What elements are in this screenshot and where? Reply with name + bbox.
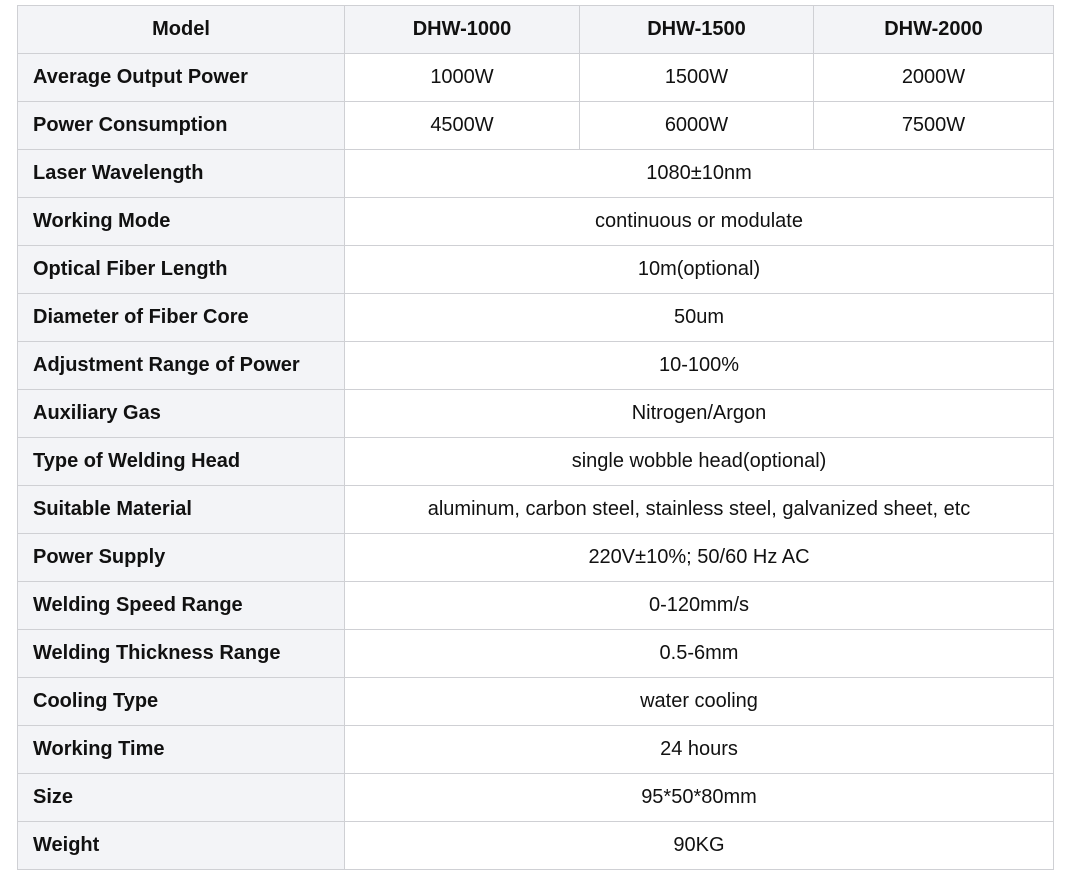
cell-value: 7500W [813,101,1054,150]
table-row: Adjustment Range of Power 10-100% [17,341,1054,390]
row-label: Cooling Type [17,677,345,726]
cell-value: Nitrogen/Argon [344,389,1054,438]
row-label: Power Consumption [17,101,345,150]
cell-value: 0.5-6mm [344,629,1054,678]
cell-value: 1000W [344,53,580,102]
table-row: Working Time 24 hours [17,725,1054,774]
table-row: Auxiliary Gas Nitrogen/Argon [17,389,1054,438]
row-label: Optical Fiber Length [17,245,345,294]
cell-value: aluminum, carbon steel, stainless steel,… [344,485,1054,534]
cell-value: 1500W [579,53,814,102]
row-label: Welding Speed Range [17,581,345,630]
table-row: Size 95*50*80mm [17,773,1054,822]
row-label: Suitable Material [17,485,345,534]
model-name: DHW-2000 [813,5,1054,54]
cell-value: water cooling [344,677,1054,726]
cell-value: 10-100% [344,341,1054,390]
row-label: Welding Thickness Range [17,629,345,678]
table-row: Average Output Power 1000W 1500W 2000W [17,53,1054,102]
table-row: Suitable Material aluminum, carbon steel,… [17,485,1054,534]
cell-value: 220V±10%; 50/60 Hz AC [344,533,1054,582]
row-label: Size [17,773,345,822]
cell-value: continuous or modulate [344,197,1054,246]
model-header: Model [17,5,345,54]
table-row: Laser Wavelength 1080±10nm [17,149,1054,198]
cell-value: 0-120mm/s [344,581,1054,630]
table-row: Welding Thickness Range 0.5-6mm [17,629,1054,678]
row-label: Auxiliary Gas [17,389,345,438]
table-row: Cooling Type water cooling [17,677,1054,726]
table-row: Diameter of Fiber Core 50um [17,293,1054,342]
row-label: Weight [17,821,345,870]
cell-value: 24 hours [344,725,1054,774]
cell-value: 2000W [813,53,1054,102]
spec-table: Model DHW-1000 DHW-1500 DHW-2000 Average… [17,5,1054,870]
cell-value: 1080±10nm [344,149,1054,198]
cell-value: 50um [344,293,1054,342]
cell-value: 95*50*80mm [344,773,1054,822]
row-label: Diameter of Fiber Core [17,293,345,342]
model-name: DHW-1500 [579,5,814,54]
header-row: Model DHW-1000 DHW-1500 DHW-2000 [17,5,1054,54]
cell-value: 6000W [579,101,814,150]
table-row: Weight 90KG [17,821,1054,870]
cell-value: single wobble head(optional) [344,437,1054,486]
cell-value: 10m(optional) [344,245,1054,294]
table-row: Power Supply 220V±10%; 50/60 Hz AC [17,533,1054,582]
table-row: Optical Fiber Length 10m(optional) [17,245,1054,294]
row-label: Working Mode [17,197,345,246]
row-label: Laser Wavelength [17,149,345,198]
row-label: Power Supply [17,533,345,582]
cell-value: 4500W [344,101,580,150]
row-label: Type of Welding Head [17,437,345,486]
row-label: Adjustment Range of Power [17,341,345,390]
model-name: DHW-1000 [344,5,580,54]
table-row: Power Consumption 4500W 6000W 7500W [17,101,1054,150]
table-row: Welding Speed Range 0-120mm/s [17,581,1054,630]
row-label: Average Output Power [17,53,345,102]
table-row: Working Mode continuous or modulate [17,197,1054,246]
row-label: Working Time [17,725,345,774]
cell-value: 90KG [344,821,1054,870]
table-row: Type of Welding Head single wobble head(o… [17,437,1054,486]
